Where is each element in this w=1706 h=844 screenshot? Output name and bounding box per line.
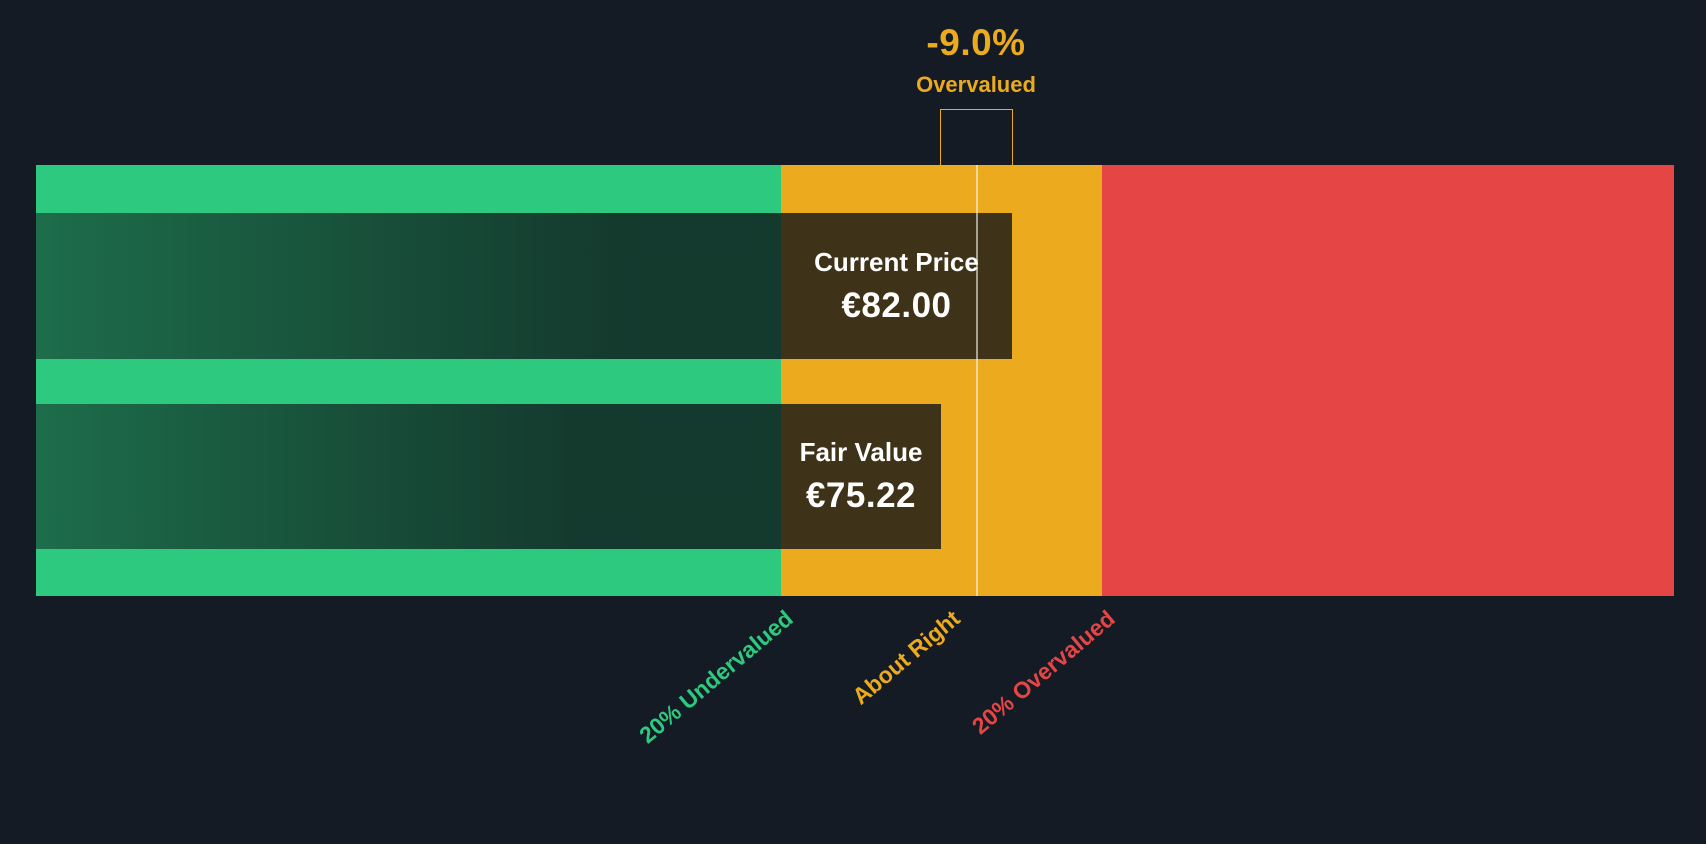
current-price-title: Current Price	[814, 246, 979, 277]
fair-value-bar: Fair Value €75.22	[36, 404, 941, 549]
fair-value-title: Fair Value	[799, 437, 923, 467]
zone-overvalued	[1102, 165, 1674, 596]
axis-label-overvalued: 20% Overvalued	[966, 605, 1120, 740]
price-vs-fair-value-bracket	[940, 109, 1013, 166]
share-price-vs-fair-value-chart: -9.0% Overvalued Current Price €82.00 Fa…	[36, 22, 1674, 748]
valuation-annotation: -9.0% Overvalued	[826, 22, 1126, 98]
current-price-value: €82.00	[841, 285, 952, 325]
valuation-band: Current Price €82.00 Fair Value €75.22	[36, 165, 1674, 596]
fair-value-value: €75.22	[805, 476, 917, 515]
fair-value-label-box: Fair Value €75.22	[781, 404, 941, 549]
discount-percentage: -9.0%	[926, 22, 1026, 63]
axis-label-undervalued: 20% Undervalued	[634, 605, 798, 749]
valuation-status: Overvalued	[916, 72, 1036, 97]
current-price-bar: Current Price €82.00	[36, 213, 1012, 359]
fair-value-marker-line	[976, 165, 978, 596]
axis-label-about-right: About Right	[847, 605, 965, 710]
current-price-label-box: Current Price €82.00	[781, 213, 1012, 359]
